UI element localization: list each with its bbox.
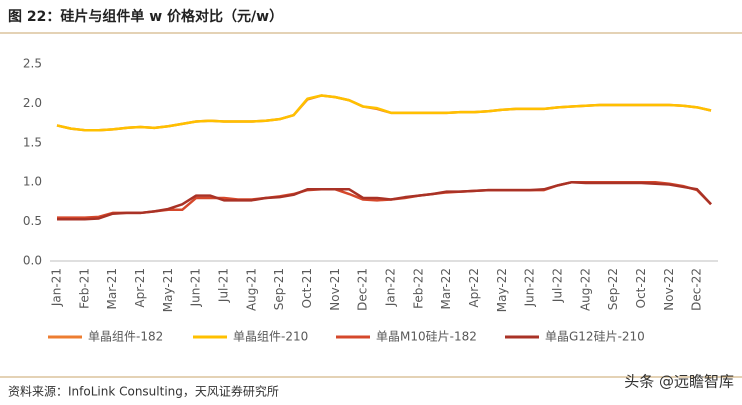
watermark: 头条 @远瞻智库 — [624, 373, 734, 391]
x-tick-label: Dec-21 — [356, 268, 370, 311]
x-tick-label: Sep-21 — [272, 268, 286, 310]
x-tick-label: Mar-21 — [105, 268, 119, 309]
y-tick-label: 0.0 — [23, 254, 42, 268]
y-tick-label: 2.5 — [23, 57, 42, 71]
x-tick-label: Aug-21 — [244, 268, 258, 311]
series-line — [57, 180, 712, 221]
x-tick-label: May-21 — [161, 268, 175, 312]
y-tick-label: 2.0 — [23, 96, 42, 110]
x-tick-label: Mar-22 — [439, 268, 453, 309]
legend-label: 单晶组件-182 — [88, 330, 163, 344]
x-tick-label: Nov-22 — [662, 268, 676, 311]
x-tick-label: Nov-21 — [328, 268, 342, 311]
x-tick-label: Jun-21 — [189, 268, 203, 307]
y-tick-label: 1.0 — [23, 175, 42, 189]
y-tick-label: 0.5 — [23, 214, 42, 228]
x-tick-label: Feb-22 — [411, 268, 425, 309]
chart-title: 图 22：硅片与组件单 w 价格对比（元/w） — [8, 8, 283, 25]
x-tick-label: Dec-22 — [690, 268, 704, 311]
x-tick-label: Feb-21 — [77, 268, 91, 309]
source: 资料来源：InfoLink Consulting，天风证券研究所 — [8, 384, 279, 399]
x-tick-label: Jul-21 — [216, 268, 230, 303]
x-tick-label: Apr-22 — [467, 268, 481, 308]
series-line — [56, 94, 712, 132]
x-tick-label: Aug-22 — [578, 268, 592, 311]
x-tick-label: Jul-22 — [550, 268, 564, 303]
x-tick-label: Oct-21 — [300, 268, 314, 308]
x-tick-label: Jan-22 — [383, 268, 397, 307]
x-tick-label: Apr-21 — [133, 268, 147, 308]
y-tick-label: 1.5 — [23, 135, 42, 149]
series-line — [56, 94, 712, 132]
x-tick-label: Jun-22 — [523, 268, 537, 307]
legend-label: 单晶M10硅片-182 — [376, 330, 477, 344]
legend-label: 单晶组件-210 — [233, 330, 308, 344]
x-tick-label: May-22 — [495, 268, 509, 312]
x-tick-label: Jan-21 — [50, 268, 64, 307]
x-tick-label: Oct-22 — [634, 268, 648, 308]
x-tick-label: Sep-22 — [606, 268, 620, 310]
legend-label: 单晶G12硅片-210 — [545, 330, 645, 344]
